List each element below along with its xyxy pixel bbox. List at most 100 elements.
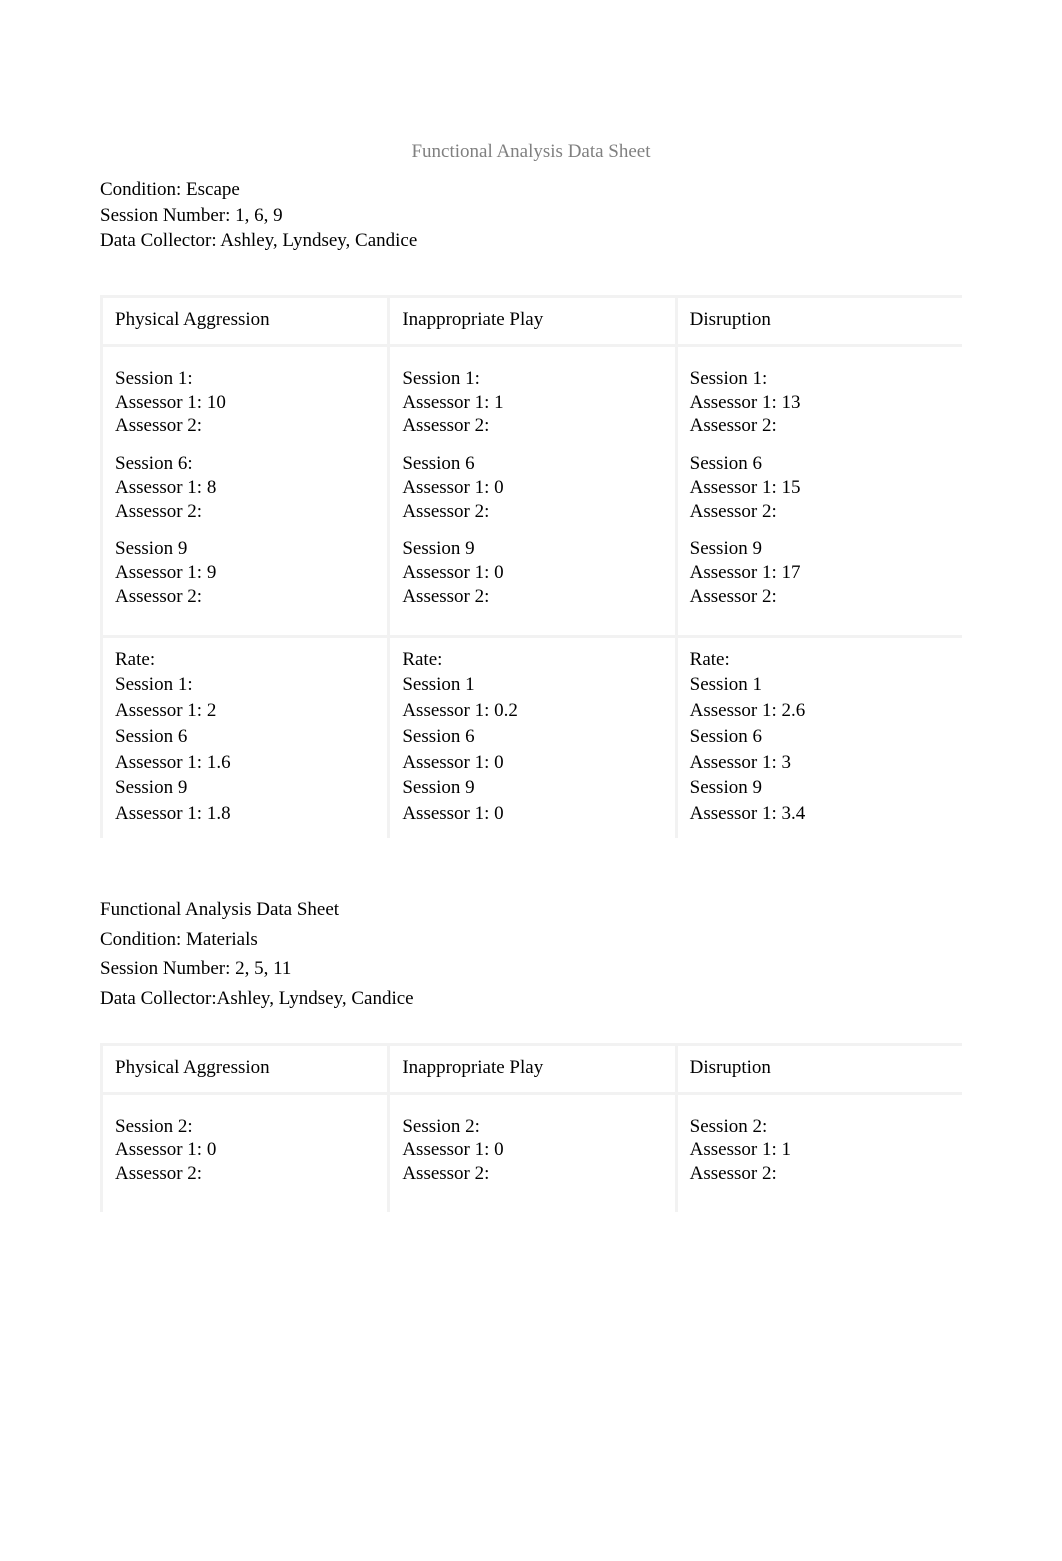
- session-block: Session 2: Assessor 1: 1 Assessor 2:: [690, 1115, 950, 1186]
- section-2-title: Functional Analysis Data Sheet: [100, 898, 962, 922]
- assessor-1-value: Assessor 1: 8: [115, 476, 375, 500]
- rate-value: Assessor 1: 3: [690, 751, 950, 775]
- rate-session: Session 1:: [115, 673, 375, 697]
- header-cell-disruption: Disruption: [675, 1043, 962, 1092]
- session-block: Session 9 Assessor 1: 9 Assessor 2:: [115, 537, 375, 608]
- meta-block-2: Functional Analysis Data Sheet Condition…: [100, 898, 962, 1011]
- collector-value: Ashley, Lyndsey, Candice: [217, 988, 414, 1009]
- assessor-2-value: Assessor 2:: [115, 585, 375, 609]
- assessor-1-value: Assessor 1: 10: [115, 391, 375, 415]
- rate-cell: Rate: Session 1 Assessor 1: 0.2 Session …: [387, 635, 674, 838]
- header-cell-disruption: Disruption: [675, 295, 962, 344]
- header-cell-inappropriate-play: Inappropriate Play: [387, 1043, 674, 1092]
- assessor-2-value: Assessor 2:: [402, 1162, 662, 1186]
- session-label: Session 2:: [690, 1115, 950, 1139]
- assessor-2-value: Assessor 2:: [115, 1162, 375, 1186]
- rate-value: Assessor 1: 1.6: [115, 751, 375, 775]
- column-header: Disruption: [690, 1056, 950, 1080]
- session-label: Session 2:: [115, 1115, 375, 1139]
- assessor-2-value: Assessor 2:: [690, 1162, 950, 1186]
- assessor-1-value: Assessor 1: 17: [690, 561, 950, 585]
- session-block: Session 6 Assessor 1: 0 Assessor 2:: [402, 452, 662, 523]
- session-block: Session 9 Assessor 1: 17 Assessor 2:: [690, 537, 950, 608]
- rate-value: Assessor 1: 0: [402, 751, 662, 775]
- rate-session: Session 6: [402, 725, 662, 749]
- column-header: Inappropriate Play: [402, 308, 662, 332]
- rate-session: Session 1: [402, 673, 662, 697]
- session-label: Session 1:: [690, 367, 950, 391]
- session-label: Session 6: [690, 452, 950, 476]
- column-header: Physical Aggression: [115, 308, 375, 332]
- session-block: Session 2: Assessor 1: 0 Assessor 2:: [115, 1115, 375, 1186]
- column-header: Inappropriate Play: [402, 1056, 662, 1080]
- session-label: Session 2:: [402, 1115, 662, 1139]
- session-label: Session 6:: [115, 452, 375, 476]
- column-header: Disruption: [690, 308, 950, 332]
- assessor-2-value: Assessor 2:: [402, 414, 662, 438]
- rate-value: Assessor 1: 3.4: [690, 802, 950, 826]
- session-block: Session 9 Assessor 1: 0 Assessor 2:: [402, 537, 662, 608]
- counts-cell: Session 1: Assessor 1: 1 Assessor 2: Ses…: [387, 344, 674, 635]
- assessor-1-value: Assessor 1: 9: [115, 561, 375, 585]
- rate-session: Session 1: [690, 673, 950, 697]
- assessor-1-value: Assessor 1: 1: [402, 391, 662, 415]
- assessor-1-value: Assessor 1: 0: [402, 476, 662, 500]
- session-label: Session 9: [690, 537, 950, 561]
- session-block: Session 1: Assessor 1: 13 Assessor 2:: [690, 367, 950, 438]
- rate-value: Assessor 1: 2: [115, 699, 375, 723]
- column-header: Physical Aggression: [115, 1056, 375, 1080]
- data-table-1: Physical Aggression Inappropriate Play D…: [100, 295, 962, 838]
- assessor-1-value: Assessor 1: 15: [690, 476, 950, 500]
- assessor-1-value: Assessor 1: 0: [402, 561, 662, 585]
- page-title: Functional Analysis Data Sheet: [100, 140, 962, 164]
- collector-line: Data Collector:Ashley, Lyndsey, Candice: [100, 987, 962, 1011]
- rate-session: Session 9: [690, 776, 950, 800]
- collector-line: Data Collector: Ashley, Lyndsey, Candice: [100, 229, 962, 253]
- counts-cell: Session 1: Assessor 1: 10 Assessor 2: Se…: [100, 344, 387, 635]
- assessor-1-value: Assessor 1: 0: [402, 1138, 662, 1162]
- counts-cell: Session 2: Assessor 1: 0 Assessor 2:: [100, 1092, 387, 1212]
- assessor-2-value: Assessor 2:: [690, 500, 950, 524]
- assessor-2-value: Assessor 2:: [690, 585, 950, 609]
- rate-cell: Rate: Session 1: Assessor 1: 2 Session 6…: [100, 635, 387, 838]
- session-label: Session 1:: [402, 367, 662, 391]
- assessor-1-value: Assessor 1: 0: [115, 1138, 375, 1162]
- rate-value: Assessor 1: 0: [402, 802, 662, 826]
- session-block: Session 1: Assessor 1: 10 Assessor 2:: [115, 367, 375, 438]
- session-block: Session 6: Assessor 1: 8 Assessor 2:: [115, 452, 375, 523]
- session-label: Session 1:: [115, 367, 375, 391]
- rate-session: Session 9: [402, 776, 662, 800]
- counts-cell: Session 2: Assessor 1: 0 Assessor 2:: [387, 1092, 674, 1212]
- assessor-2-value: Assessor 2:: [690, 414, 950, 438]
- rate-value: Assessor 1: 2.6: [690, 699, 950, 723]
- data-table-2: Physical Aggression Inappropriate Play D…: [100, 1043, 962, 1212]
- header-cell-physical-aggression: Physical Aggression: [100, 295, 387, 344]
- sessions-line: Session Number: 1, 6, 9: [100, 204, 962, 228]
- counts-cell: Session 1: Assessor 1: 13 Assessor 2: Se…: [675, 344, 962, 635]
- rate-label: Rate:: [115, 648, 375, 672]
- session-label: Session 9: [402, 537, 662, 561]
- header-cell-physical-aggression: Physical Aggression: [100, 1043, 387, 1092]
- condition-line: Condition: Materials: [100, 928, 962, 952]
- rate-value: Assessor 1: 0.2: [402, 699, 662, 723]
- session-block: Session 2: Assessor 1: 0 Assessor 2:: [402, 1115, 662, 1186]
- assessor-1-value: Assessor 1: 13: [690, 391, 950, 415]
- assessor-2-value: Assessor 2:: [402, 585, 662, 609]
- session-label: Session 9: [115, 537, 375, 561]
- assessor-2-value: Assessor 2:: [402, 500, 662, 524]
- session-block: Session 6 Assessor 1: 15 Assessor 2:: [690, 452, 950, 523]
- session-block: Session 1: Assessor 1: 1 Assessor 2:: [402, 367, 662, 438]
- rate-cell: Rate: Session 1 Assessor 1: 2.6 Session …: [675, 635, 962, 838]
- condition-line: Condition: Escape: [100, 178, 962, 202]
- counts-cell: Session 2: Assessor 1: 1 Assessor 2:: [675, 1092, 962, 1212]
- assessor-1-value: Assessor 1: 1: [690, 1138, 950, 1162]
- rate-session: Session 6: [115, 725, 375, 749]
- meta-block-1: Condition: Escape Session Number: 1, 6, …: [100, 178, 962, 253]
- assessor-2-value: Assessor 2:: [115, 414, 375, 438]
- session-label: Session 6: [402, 452, 662, 476]
- sessions-line: Session Number: 2, 5, 11: [100, 957, 962, 981]
- collector-label: Data Collector:: [100, 988, 217, 1009]
- rate-value: Assessor 1: 1.8: [115, 802, 375, 826]
- rate-label: Rate:: [690, 648, 950, 672]
- rate-session: Session 6: [690, 725, 950, 749]
